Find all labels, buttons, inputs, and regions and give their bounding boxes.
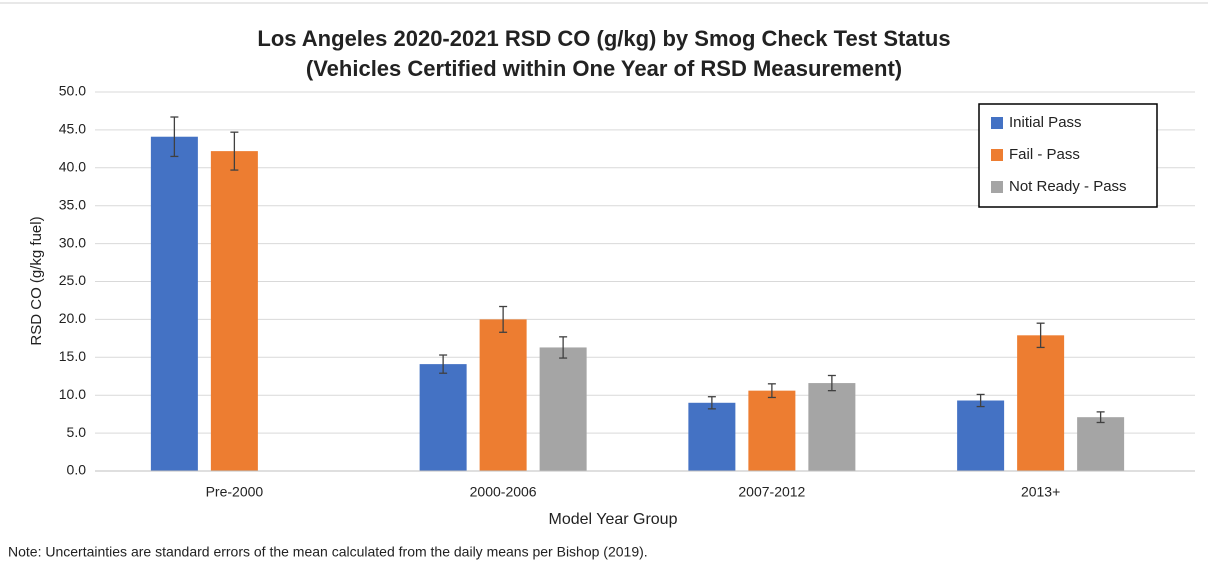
bar [1077,417,1125,471]
y-tick-label: 20.0 [59,310,86,326]
legend-swatch [991,149,1003,161]
error-bar [827,374,836,392]
chart-subtitle: (Vehicles Certified within One Year of R… [306,56,902,81]
x-tick-label: 2000-2006 [470,484,537,500]
bar [1017,335,1065,471]
legend-label: Initial Pass [1009,114,1082,131]
legend-label: Not Ready - Pass [1009,178,1127,195]
bar [479,319,527,471]
error-bar [559,336,568,359]
y-tick-label: 15.0 [59,348,86,364]
bar [957,400,1005,471]
error-bar [499,305,508,333]
legend-swatch [991,181,1003,193]
error-bar [707,396,716,410]
y-tick-label: 5.0 [67,424,87,440]
bar [419,364,467,471]
x-tick-label: 2007-2012 [738,484,805,500]
y-tick-label: 10.0 [59,386,86,402]
y-tick-label: 30.0 [59,234,86,250]
bar [539,347,587,471]
error-bar [767,383,776,399]
y-tick-label: 25.0 [59,272,86,288]
error-bar [976,393,985,408]
legend-label: Fail - Pass [1009,146,1080,163]
y-tick-label: 40.0 [59,159,86,175]
note: Note: Uncertainties are standard errors … [8,544,648,560]
error-bar [170,116,179,158]
y-axis-label: RSD CO (g/kg fuel) [28,216,45,345]
bar [150,136,198,472]
legend-swatch [991,117,1003,129]
error-bar [439,354,448,374]
y-tick-label: 35.0 [59,196,86,212]
x-tick-label: 2013+ [1021,484,1060,500]
bar [688,402,736,471]
error-bar [1096,411,1105,424]
x-axis-label: Model Year Group [549,511,678,528]
x-tick-label: Pre-2000 [206,484,264,500]
chart-title: Los Angeles 2020-2021 RSD CO (g/kg) by S… [257,26,950,51]
y-tick-label: 45.0 [59,121,86,137]
y-tick-label: 0.0 [67,462,87,478]
bar [808,383,856,471]
error-bar [1036,322,1045,349]
bar [748,390,796,471]
y-tick-label: 50.0 [59,83,86,99]
legend-box [978,103,1158,208]
bar [210,151,258,471]
error-bar [230,131,239,171]
